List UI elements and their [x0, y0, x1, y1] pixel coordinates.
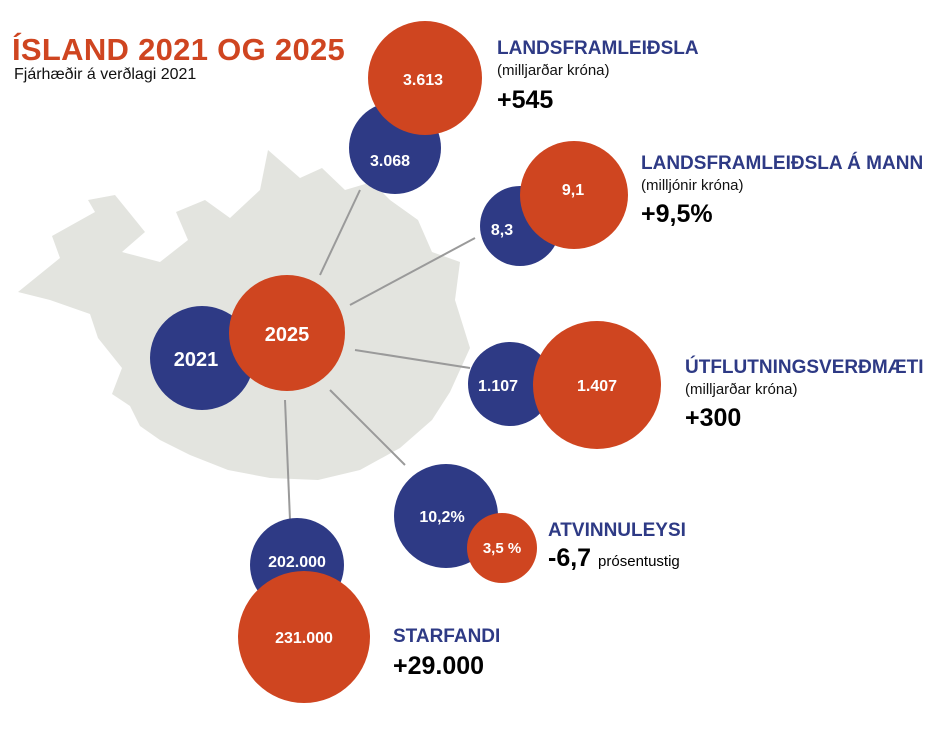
unemployment-change-unit: prósentustig	[598, 553, 680, 570]
gdp-per-capita-circle-2025	[520, 141, 628, 249]
unemployment-change-value: -6,7	[548, 544, 592, 572]
connector-exports	[354, 349, 471, 369]
center-circle-2025	[229, 275, 345, 391]
unemployment-circle-2025	[467, 513, 537, 583]
unemployment-change: -6,7 prósentustig	[548, 544, 680, 573]
gdp-per-capita-value-2025: 9,1	[562, 182, 584, 199]
unemployment-title: ATVINNULEYSI	[548, 520, 686, 541]
connector-gdp-per-capita	[349, 237, 476, 306]
unemployment-value-2021: 10,2%	[419, 509, 464, 526]
gdp-circle-2025	[368, 21, 482, 135]
page-title: ÍSLAND 2021 OG 2025	[12, 32, 346, 67]
employed-title: STARFANDI	[393, 626, 501, 647]
center-label-2021: 2021	[174, 349, 219, 371]
exports-title: ÚTFLUTNINGSVERÐMÆTI	[685, 357, 924, 378]
center-label-2025: 2025	[265, 324, 310, 346]
employed-circle-2025	[238, 571, 370, 703]
exports-circle-2021	[468, 342, 552, 426]
gdp-per-capita-title: LANDSFRAMLEIÐSLA Á MANN	[641, 153, 924, 174]
gdp-per-capita-change: +9,5%	[641, 200, 713, 228]
gdp-value-2021: 3.068	[370, 153, 410, 170]
exports-change: +300	[685, 404, 742, 432]
connector-employed	[284, 399, 291, 521]
exports-value-2025: 1.407	[577, 378, 617, 395]
employed-value-2021: 202.000	[268, 554, 326, 571]
center-circle-2021	[150, 306, 254, 410]
employed-value-2025: 231.000	[275, 630, 333, 647]
employed-change: +29.000	[393, 652, 485, 680]
gdp-change: +545	[497, 86, 554, 114]
gdp-unit: (milljarðar króna)	[497, 62, 610, 79]
gdp-per-capita-value-2021: 8,3	[491, 222, 513, 239]
connector-gdp	[319, 189, 361, 276]
exports-unit: (milljarðar króna)	[685, 381, 798, 398]
exports-value-2021: 1.107	[478, 378, 518, 395]
unemployment-value-2025: 3,5 %	[483, 540, 521, 557]
page-subtitle: Fjárhæðir á verðlagi 2021	[14, 66, 197, 83]
gdp-value-2025: 3.613	[403, 72, 443, 89]
gdp-title: LANDSFRAMLEIÐSLA	[497, 38, 699, 59]
exports-circle-2025	[533, 321, 661, 449]
connector-unemployment	[329, 389, 406, 466]
gdp-per-capita-unit: (milljónir króna)	[641, 177, 744, 194]
